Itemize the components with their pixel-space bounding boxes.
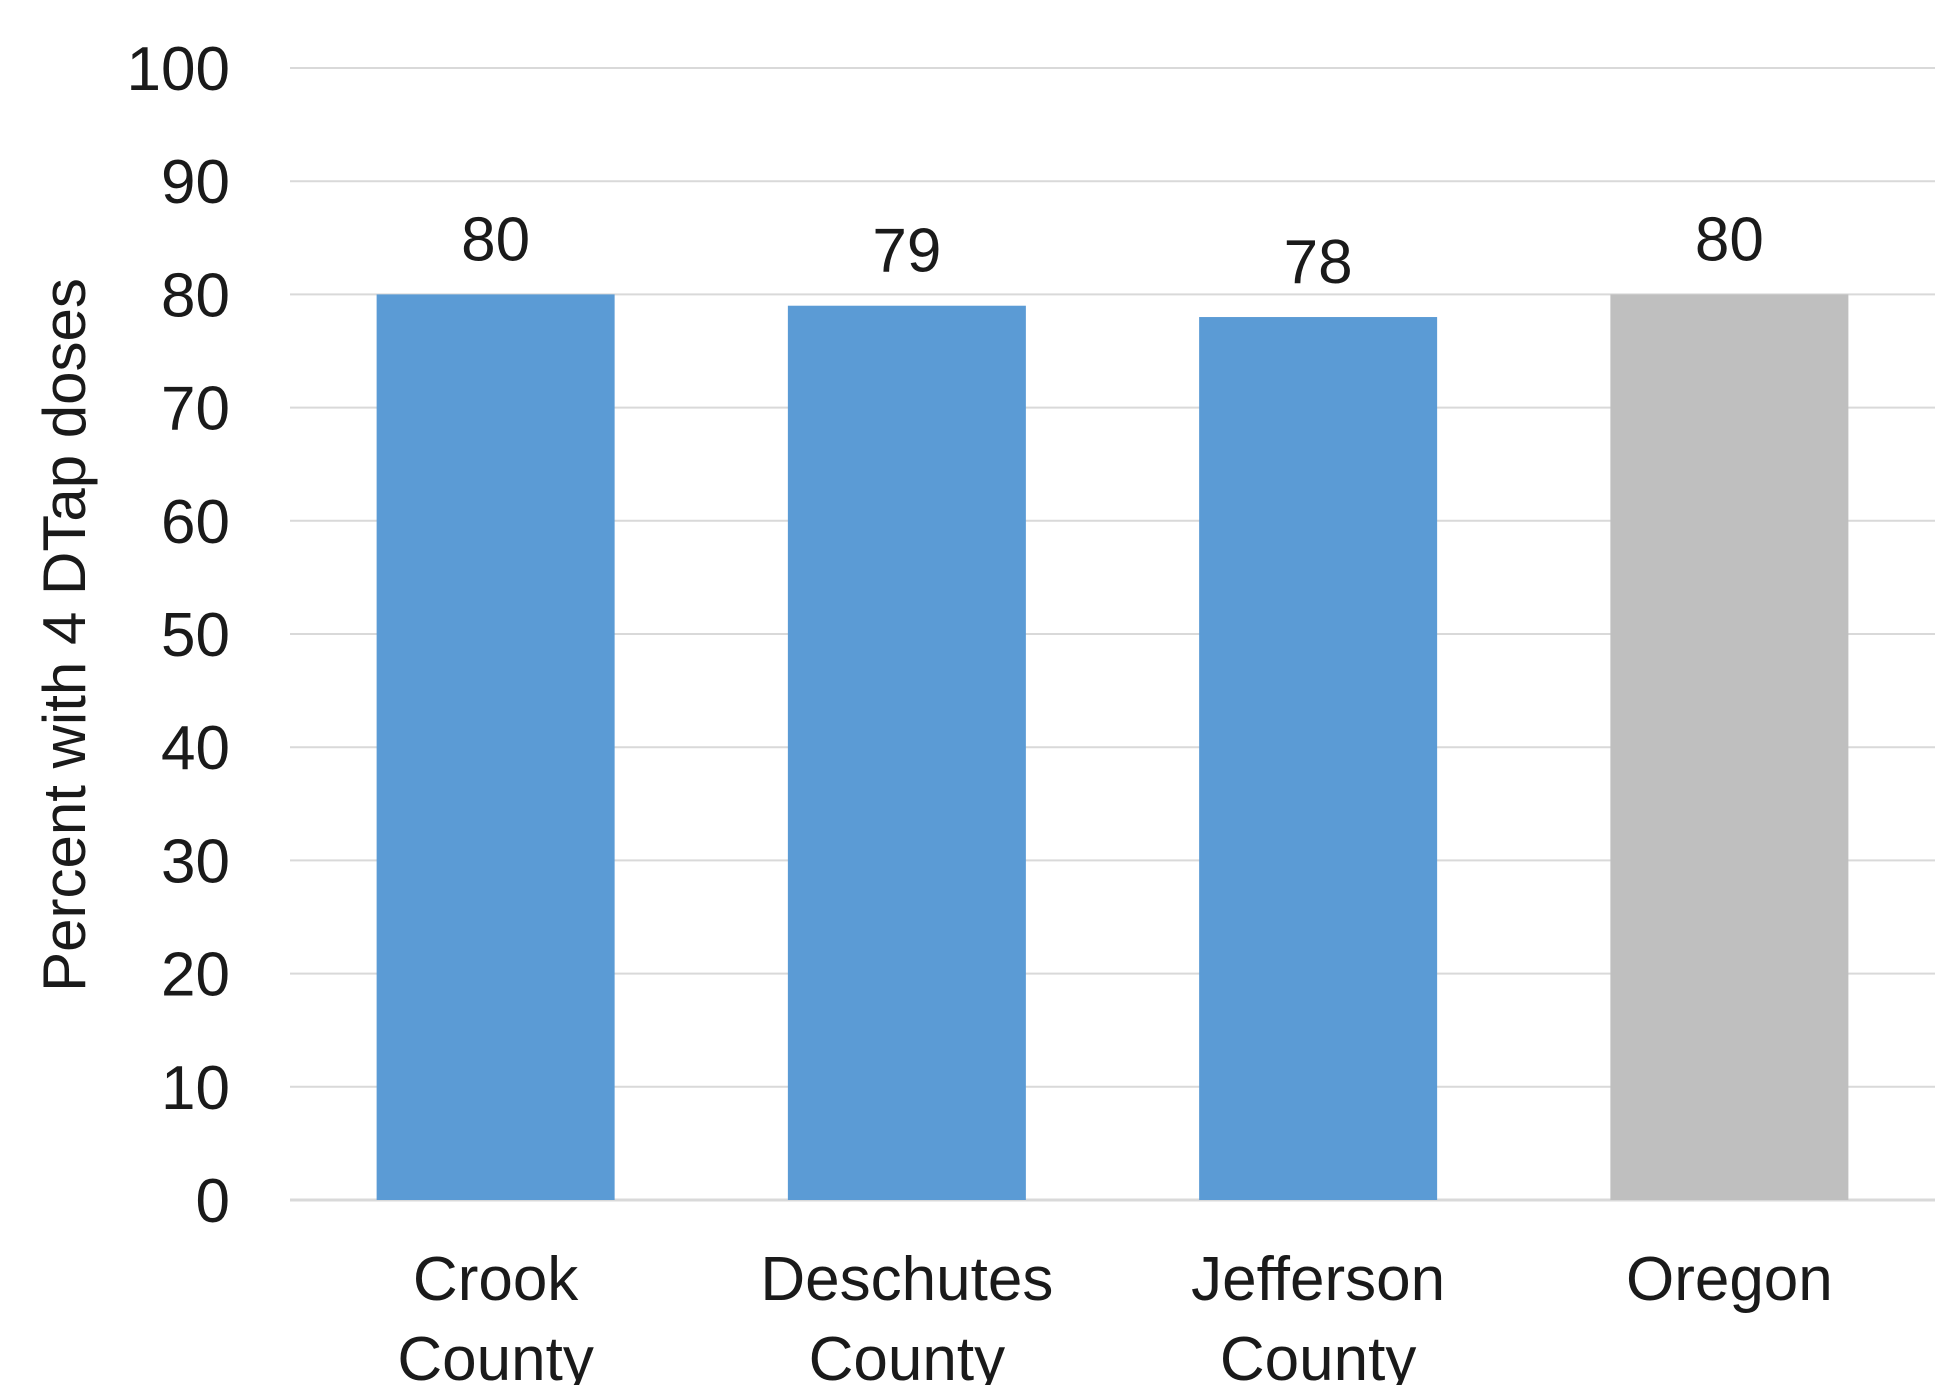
category-label: Jefferson County <box>1191 1245 1445 1385</box>
bar <box>376 294 615 1200</box>
data-labels: 80 79 78 80 <box>461 205 1764 297</box>
bar <box>1199 317 1438 1200</box>
data-label: 80 <box>1695 205 1764 274</box>
y-tick-label: 70 <box>161 375 230 444</box>
bars <box>376 294 1849 1201</box>
y-tick-label: 40 <box>161 714 230 783</box>
data-label: 78 <box>1284 228 1353 297</box>
data-label: 80 <box>461 205 530 274</box>
y-tick-label: 0 <box>196 1167 230 1236</box>
y-axis-title: Percent with 4 DTap doses <box>31 278 98 992</box>
y-tick-labels: 0 10 20 30 40 50 60 70 80 90 100 <box>127 35 230 1236</box>
y-tick-label: 50 <box>161 601 230 670</box>
y-tick-label: 100 <box>127 35 230 104</box>
y-tick-label: 90 <box>161 148 230 217</box>
category-label: Deschutes County <box>760 1245 1053 1385</box>
category-label: Oregon <box>1626 1245 1833 1314</box>
y-tick-label: 80 <box>161 261 230 330</box>
category-label: Crook County <box>397 1245 593 1385</box>
data-label: 79 <box>872 217 941 286</box>
y-tick-label: 20 <box>161 941 230 1010</box>
y-tick-label: 60 <box>161 488 230 557</box>
bar <box>1610 294 1849 1200</box>
y-tick-label: 10 <box>161 1054 230 1123</box>
y-tick-label: 30 <box>161 827 230 896</box>
category-labels: Crook County Deschutes County Jefferson Count… <box>397 1245 1832 1385</box>
bar <box>787 305 1026 1201</box>
